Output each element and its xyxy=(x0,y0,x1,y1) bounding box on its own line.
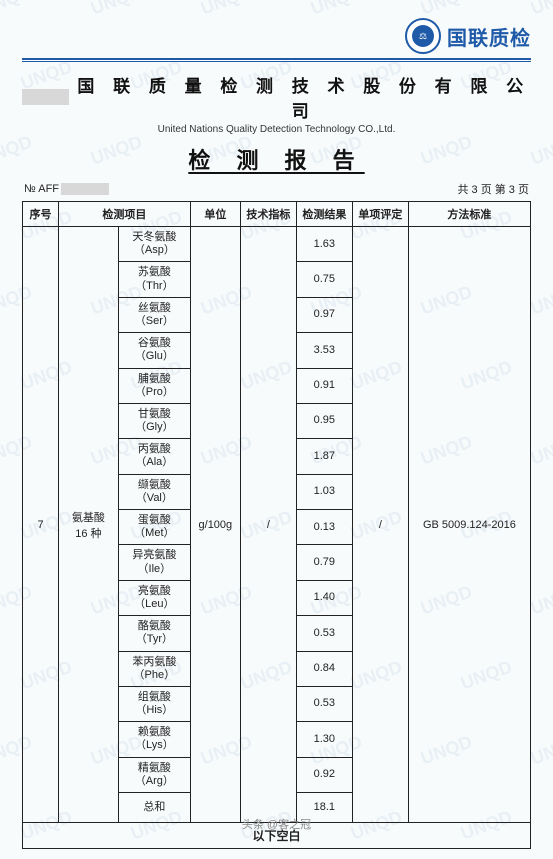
cell-result: 1.63 xyxy=(296,227,352,262)
divider-thin xyxy=(22,61,531,62)
cell-result: 0.95 xyxy=(296,403,352,438)
cell-item-name: 谷氨酸 （Glu） xyxy=(118,333,190,368)
col-spec: 技术指标 xyxy=(240,202,296,227)
cell-result: 1.03 xyxy=(296,474,352,509)
cell-result: 0.13 xyxy=(296,510,352,545)
logo-text: 国联质检 xyxy=(447,22,531,51)
col-result: 检测结果 xyxy=(296,202,352,227)
cell-result: 1.40 xyxy=(296,580,352,615)
cell-result: 0.53 xyxy=(296,686,352,721)
cell-result: 0.84 xyxy=(296,651,352,686)
redacted-block xyxy=(22,89,69,105)
cell-item-name: 脯氨酸 （Pro） xyxy=(118,368,190,403)
cell-result: 3.53 xyxy=(296,333,352,368)
cell-unit: g/100g xyxy=(190,227,240,823)
cell-seq: 7 xyxy=(23,227,59,823)
cell-item-name: 组氨酸 （His） xyxy=(118,686,190,721)
cell-method: GB 5009.124-2016 xyxy=(408,227,530,823)
cell-item-name: 甘氨酸 （Gly） xyxy=(118,403,190,438)
meta-row: № AFF 共 3 页 第 3 页 xyxy=(22,181,531,197)
cell-result: 1.30 xyxy=(296,722,352,757)
cell-result: 0.79 xyxy=(296,545,352,580)
report-table: 序号 检测项目 单位 技术指标 检测结果 单项评定 方法标准 7氨基酸 16 种… xyxy=(22,201,531,849)
redacted-number xyxy=(61,183,109,195)
report-title: 检 测 报 告 xyxy=(22,143,531,175)
cell-item-name: 蛋氨酸 （Met） xyxy=(118,510,190,545)
cell-item-name: 缬氨酸 （Val） xyxy=(118,474,190,509)
cell-verdict: / xyxy=(352,227,408,823)
cell-group-name: 氨基酸 16 种 xyxy=(59,227,119,823)
cell-result: 0.97 xyxy=(296,297,352,332)
toutiao-credit: 头条 @客之冠 xyxy=(0,816,553,832)
cell-item-name: 赖氨酸 （Lys） xyxy=(118,722,190,757)
col-method: 方法标准 xyxy=(408,202,530,227)
company-block: 国 联 质 量 检 测 技 术 股 份 有 限 公 司 United Natio… xyxy=(22,72,531,135)
col-verdict: 单项评定 xyxy=(352,202,408,227)
cell-result: 0.53 xyxy=(296,616,352,651)
cell-item-name: 天冬氨酸 （Asp） xyxy=(118,227,190,262)
page-info: 共 3 页 第 3 页 xyxy=(457,181,529,197)
col-seq: 序号 xyxy=(23,202,59,227)
cell-item-name: 丙氨酸 （Ala） xyxy=(118,439,190,474)
report-page: ⚖ 国联质检 国 联 质 量 检 测 技 术 股 份 有 限 公 司 Unite… xyxy=(0,0,553,859)
cell-item-name: 亮氨酸 （Leu） xyxy=(118,580,190,615)
cell-result: 0.92 xyxy=(296,757,352,792)
cell-item-name: 酪氨酸 （Tyr） xyxy=(118,616,190,651)
cell-item-name: 精氨酸 （Arg） xyxy=(118,757,190,792)
table-row: 7氨基酸 16 种天冬氨酸 （Asp）g/100g/1.63/GB 5009.1… xyxy=(23,227,531,262)
cell-spec: / xyxy=(240,227,296,823)
cell-result: 1.87 xyxy=(296,439,352,474)
header-logo: ⚖ 国联质检 xyxy=(22,18,531,54)
col-item: 检测项目 xyxy=(59,202,191,227)
cell-item-name: 苏氨酸 （Thr） xyxy=(118,262,190,297)
cell-item-name: 苯丙氨酸 （Phe） xyxy=(118,651,190,686)
company-name-en: United Nations Quality Detection Technol… xyxy=(22,124,531,135)
report-no-prefix: № AFF xyxy=(24,183,59,195)
cell-result: 0.75 xyxy=(296,262,352,297)
cell-item-name: 异亮氨酸 （Ile） xyxy=(118,545,190,580)
scales-icon: ⚖ xyxy=(412,25,434,47)
company-name-cn: 国 联 质 量 检 测 技 术 股 份 有 限 公 司 xyxy=(77,72,531,122)
table-header-row: 序号 检测项目 单位 技术指标 检测结果 单项评定 方法标准 xyxy=(23,202,531,227)
col-unit: 单位 xyxy=(190,202,240,227)
divider-thick xyxy=(22,58,531,60)
logo-badge-icon: ⚖ xyxy=(405,18,441,54)
cell-result: 0.91 xyxy=(296,368,352,403)
cell-item-name: 丝氨酸 （Ser） xyxy=(118,297,190,332)
